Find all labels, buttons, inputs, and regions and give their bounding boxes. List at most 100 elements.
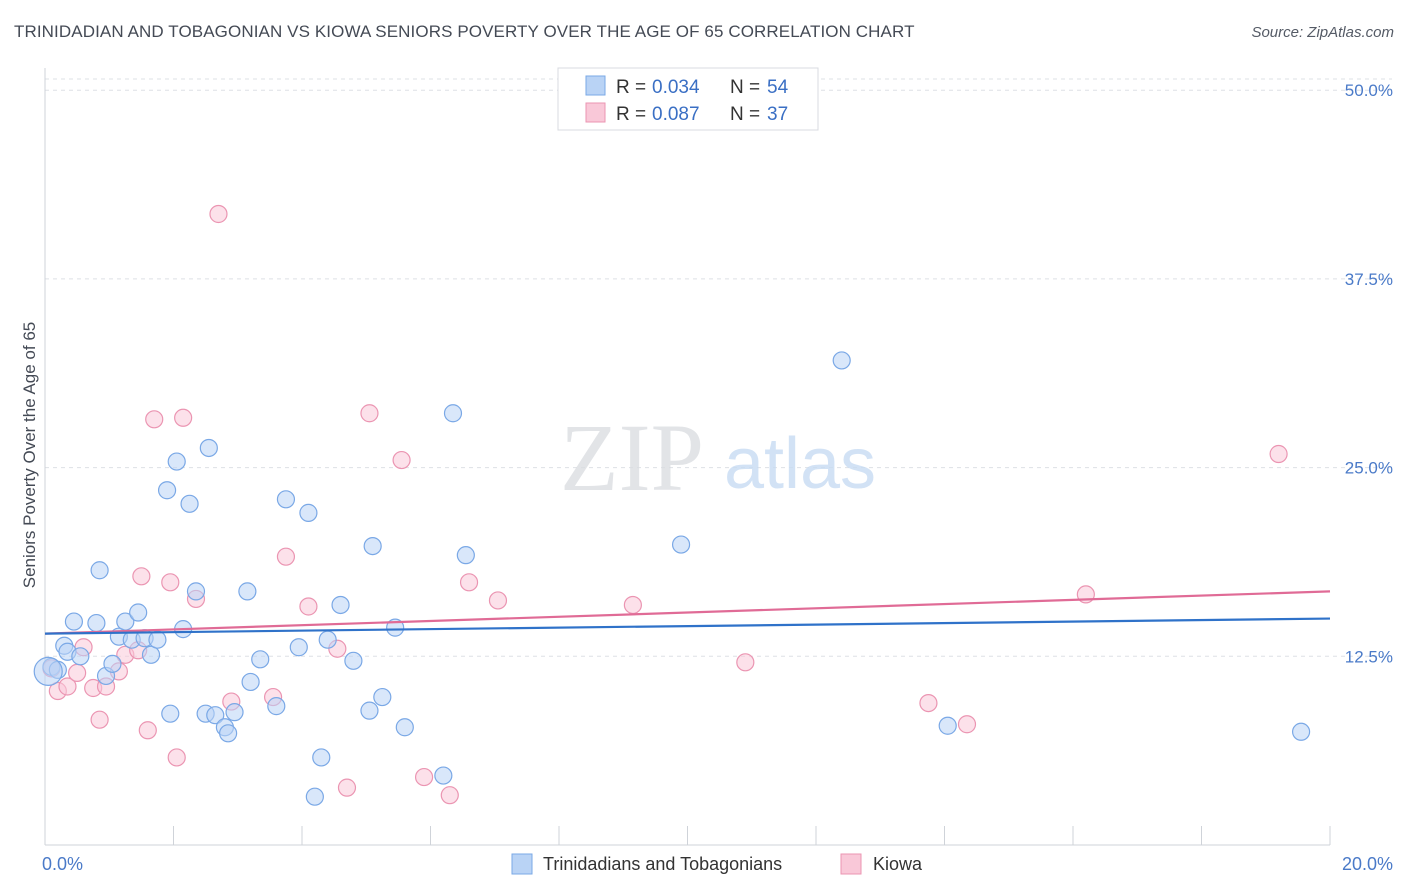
trinidadian-point	[395, 718, 414, 737]
bottom-legend-label-kiowa: Kiowa	[873, 854, 923, 874]
trinidadian-point	[251, 650, 270, 669]
kiowa-point	[919, 693, 938, 713]
bottom-legend-label-trinidadian: Trinidadians and Tobagonians	[543, 854, 782, 874]
trinidadian-point	[90, 561, 109, 580]
legend-r-value-1: 0.034	[652, 77, 700, 98]
gridlines	[45, 78, 1392, 657]
kiowa-point	[360, 404, 379, 423]
y-tick-label: 50.0%	[1345, 81, 1393, 100]
trinidadian-point	[363, 536, 382, 556]
bottom-legend-swatch-trinidadian	[511, 853, 533, 875]
kiowa-point	[392, 450, 411, 470]
kiowa-point	[68, 663, 87, 683]
legend-n-value-1: 54	[767, 77, 789, 98]
legend-r-value-2: 0.087	[652, 104, 700, 125]
kiowa-point	[174, 408, 193, 427]
kiowa-point	[58, 677, 77, 696]
trinidadian-point	[289, 638, 308, 657]
y-tick-label: 12.5%	[1345, 647, 1393, 666]
kiowa-point	[161, 573, 180, 592]
kiowa-point	[90, 710, 109, 729]
trinidadian-point	[103, 654, 122, 673]
trinidadian-points	[33, 351, 1311, 806]
legend-n-label-2: N =	[730, 104, 760, 125]
watermark-zip: ZIP	[560, 404, 704, 511]
trinidadian-point	[64, 612, 84, 631]
trinidadian-point	[671, 535, 691, 554]
kiowa-point	[488, 591, 508, 610]
trinidadian-point	[434, 766, 453, 785]
trinidadian-point	[305, 787, 324, 806]
trinidadian-point	[373, 687, 392, 707]
trinidadian-point	[186, 582, 206, 601]
kiowa-point	[1269, 444, 1288, 464]
kiowa-point	[167, 748, 186, 767]
legend-swatch-trinidadian	[585, 75, 606, 96]
kiowa-point	[414, 767, 434, 787]
trinidadian-point	[318, 630, 337, 649]
watermark: ZIP atlas	[560, 404, 876, 511]
bottom-legend: Trinidadians and Tobagonians Kiowa	[511, 853, 923, 875]
trinidadian-point	[456, 546, 475, 565]
x-tick-label: 20.0%	[1342, 854, 1393, 874]
chart-title: TRINIDADIAN AND TOBAGONIAN VS KIOWA SENI…	[14, 22, 915, 41]
trinidadian-point	[360, 701, 379, 720]
trinidadian-point	[161, 704, 180, 723]
trinidadian-point	[331, 595, 350, 615]
kiowa-point	[736, 653, 755, 672]
x-tick-labels: 0.0% 20.0%	[42, 854, 1393, 874]
kiowa-point	[440, 786, 459, 805]
kiowa-point	[623, 595, 642, 615]
kiowa-point	[209, 204, 228, 224]
trend-lines	[44, 590, 1331, 635]
legend-r-label-2: R =	[616, 104, 646, 125]
kiowa-point	[299, 597, 318, 616]
trinidadian-point	[225, 703, 244, 722]
trinidadian-point	[206, 706, 225, 725]
kiowa-point	[459, 573, 479, 592]
kiowa-point	[132, 567, 151, 586]
kiowa-point	[957, 715, 977, 734]
trinidadian-point	[180, 494, 199, 513]
bottom-legend-swatch-kiowa	[840, 853, 862, 875]
legend-n-label-1: N =	[730, 77, 760, 98]
kiowa-point	[138, 721, 157, 740]
legend: R = 0.034 N = 54 R = 0.087 N = 37	[557, 67, 819, 131]
kiowa-point	[337, 778, 357, 797]
trinidadian-point	[87, 613, 106, 633]
y-tick-label: 25.0%	[1345, 459, 1393, 478]
source-credit: Source: ZipAtlas.com	[1251, 24, 1394, 41]
watermark-atlas: atlas	[724, 424, 876, 504]
y-tick-label: 37.5%	[1345, 270, 1393, 289]
trinidadian-trend-line	[44, 617, 1331, 635]
y-tick-labels: 12.5% 25.0% 37.5% 50.0%	[1345, 81, 1393, 666]
trinidadian-point	[312, 748, 331, 767]
trinidadian-point	[199, 438, 218, 458]
trinidadian-point	[443, 404, 463, 423]
y-axis-title: Seniors Poverty Over the Age of 65	[20, 322, 39, 588]
legend-r-label-1: R =	[616, 77, 646, 98]
trinidadian-point	[238, 582, 257, 601]
kiowa-trend-line	[44, 590, 1331, 635]
trinidadian-point	[832, 351, 851, 370]
trinidadian-point	[1291, 722, 1311, 741]
legend-swatch-kiowa	[585, 102, 606, 123]
trinidadian-point	[157, 481, 177, 500]
trinidadian-point	[276, 490, 296, 509]
trinidadian-point	[148, 630, 167, 649]
x-tick-label: 0.0%	[42, 854, 83, 874]
trinidadian-point	[33, 656, 63, 686]
trinidadian-point	[938, 716, 957, 735]
trinidadian-point	[299, 503, 318, 522]
trinidadian-point	[267, 697, 286, 716]
kiowa-point	[276, 547, 296, 566]
kiowa-point	[145, 410, 164, 429]
trinidadian-point	[129, 603, 148, 622]
trinidadian-point	[71, 647, 90, 666]
trinidadian-point	[219, 724, 238, 743]
x-ticks	[173, 826, 1331, 845]
trinidadian-point	[344, 651, 363, 670]
trinidadian-point	[141, 645, 161, 664]
trinidadian-point	[241, 672, 260, 692]
